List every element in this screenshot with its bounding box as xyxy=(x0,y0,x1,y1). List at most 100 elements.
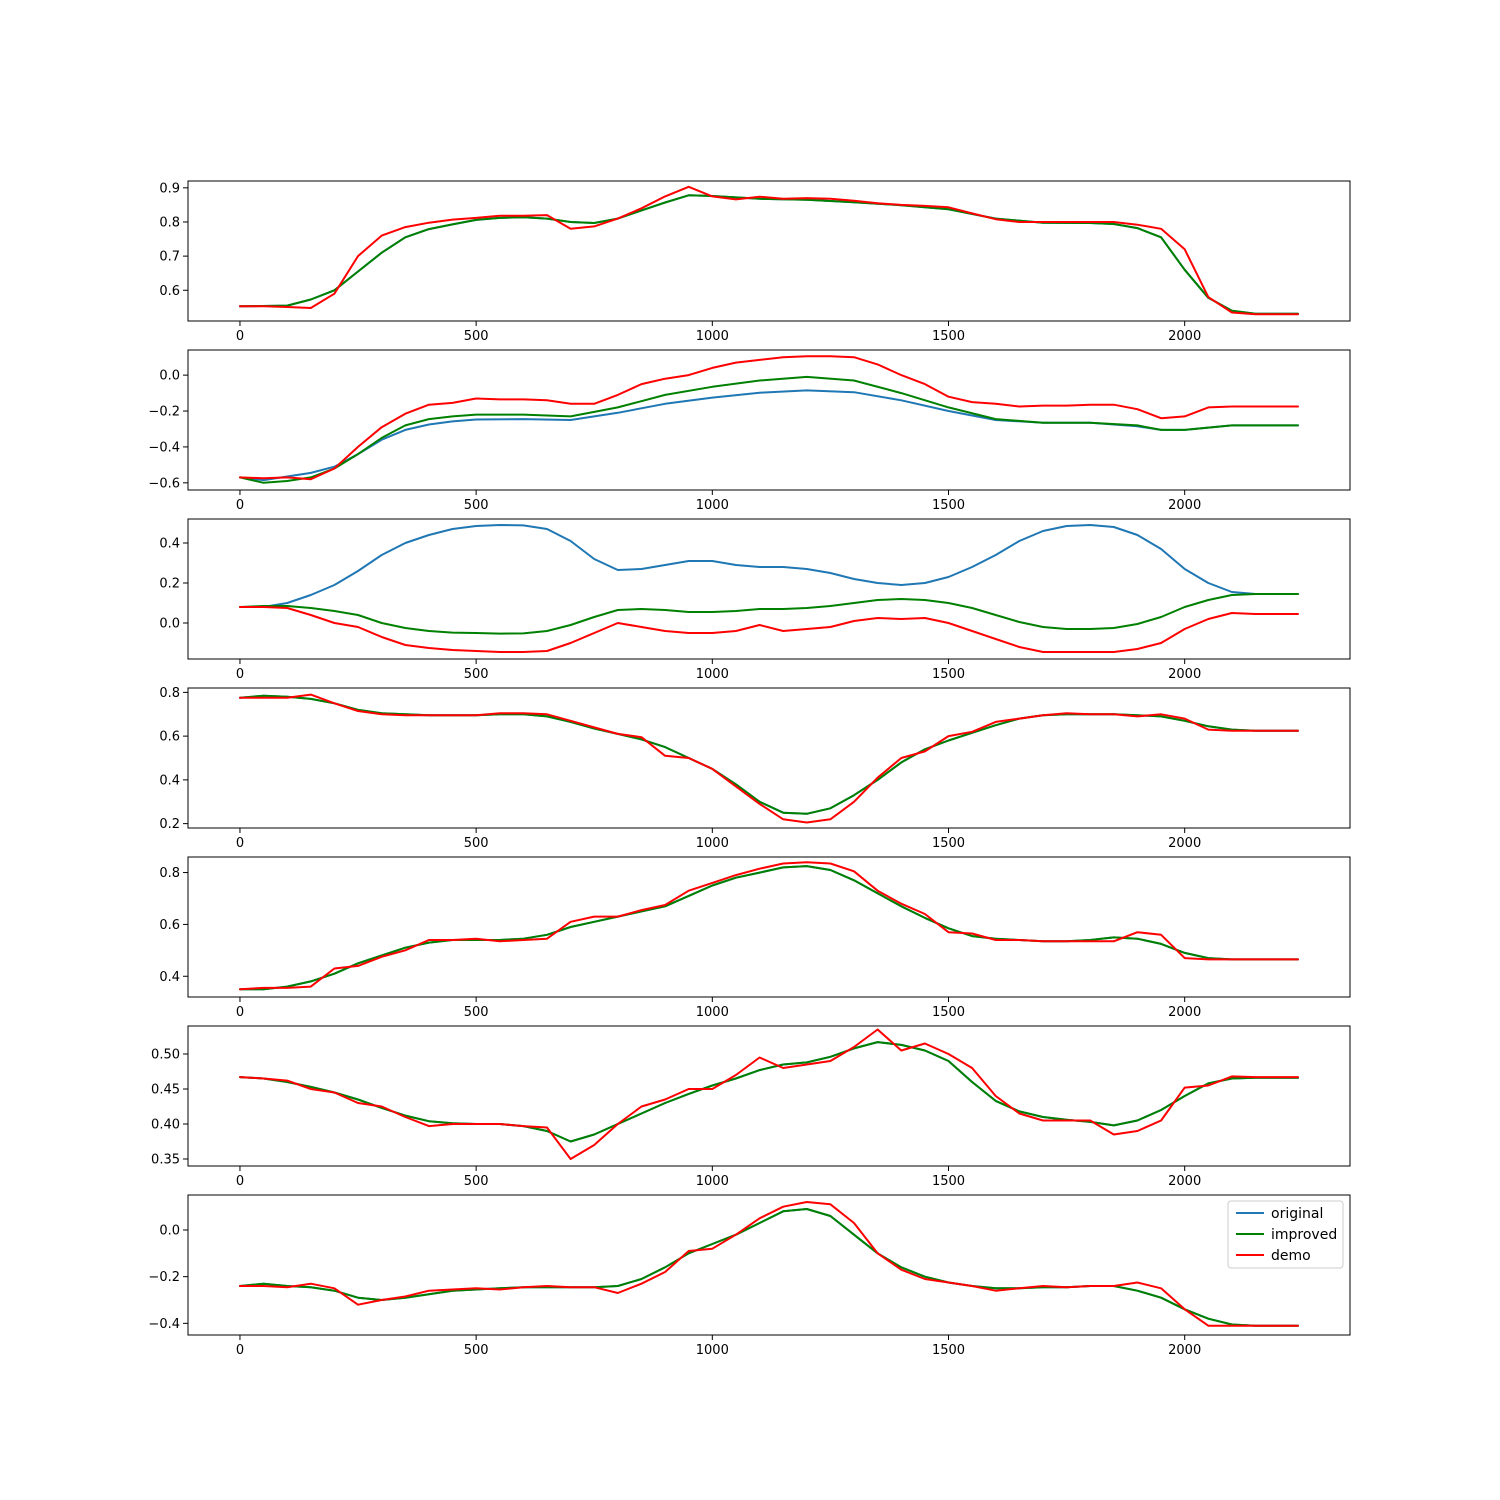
axes-frame xyxy=(187,518,1351,660)
series-group xyxy=(239,524,1299,653)
x-tick-label: 1000 xyxy=(696,498,729,513)
series-group xyxy=(239,355,1299,484)
series-demo-line xyxy=(239,355,1299,481)
x-tick-label: 1500 xyxy=(932,1005,965,1020)
x-tick-label: 2000 xyxy=(1168,836,1201,851)
axes-frame xyxy=(187,349,1351,491)
x-tick-label: 500 xyxy=(464,498,489,513)
x-tick-label: 1000 xyxy=(696,329,729,344)
series-demo-line xyxy=(239,861,1299,991)
x-tick-label: 2000 xyxy=(1168,498,1201,513)
y-tick-label: 0.8 xyxy=(159,215,180,230)
y-tick-label: −0.4 xyxy=(148,440,180,455)
y-tick-label: 0.6 xyxy=(159,918,180,933)
series-original-line xyxy=(239,524,1299,608)
legend-label-demo: demo xyxy=(1271,1248,1311,1264)
x-tick-label: 1500 xyxy=(932,498,965,513)
axes-frame xyxy=(187,856,1351,998)
y-tick-label: 0.6 xyxy=(159,730,180,745)
y-tick-label: 0.4 xyxy=(159,773,180,788)
series-group xyxy=(239,693,1299,824)
y-tick-label: 0.0 xyxy=(159,369,180,384)
y-tick-label: 0.45 xyxy=(151,1083,180,1098)
x-tick-label: 1000 xyxy=(696,1174,729,1189)
x-tick-label: 2000 xyxy=(1168,329,1201,344)
y-tick-label: 0.0 xyxy=(159,617,180,632)
axes-frame xyxy=(187,180,1351,322)
series-demo-line xyxy=(239,693,1299,824)
subplot-4: 0 500 1000 1500 2000 0.2 0.4 0.6 0.8 xyxy=(159,686,1351,851)
y-tick-label: 0.35 xyxy=(151,1153,180,1168)
x-tick-label: 1500 xyxy=(932,836,965,851)
subplot-1: 0 500 1000 1500 2000 0.6 0.7 0.8 0.9 xyxy=(159,180,1351,344)
y-tick-label: 0.50 xyxy=(151,1048,180,1063)
legend-box xyxy=(1227,1200,1344,1269)
x-tick-label: 2000 xyxy=(1168,1343,1201,1358)
series-demo-line xyxy=(239,1028,1299,1160)
x-tick-label: 1500 xyxy=(932,1343,965,1358)
axes-frame xyxy=(187,1194,1351,1336)
series-group xyxy=(239,861,1299,991)
series-group xyxy=(239,1201,1299,1327)
axes-frame xyxy=(187,687,1351,829)
legend-label-improved: improved xyxy=(1271,1227,1337,1243)
subplot-6: 0 500 1000 1500 2000 0.35 0.40 0.45 0.50 xyxy=(151,1025,1351,1189)
series-improved-line xyxy=(239,593,1299,635)
subplots: 0 500 1000 1500 2000 0.6 0.7 0.8 0.9 0 500 1000 1500… xyxy=(148,180,1351,1358)
y-tick-label: −0.2 xyxy=(148,405,180,420)
x-tick-label: 0 xyxy=(236,329,244,344)
series-demo-line xyxy=(239,1201,1299,1327)
y-tick-label: 0.6 xyxy=(159,284,180,299)
series-group xyxy=(239,185,1299,316)
series-group xyxy=(239,1028,1299,1160)
x-tick-label: 2000 xyxy=(1168,667,1201,682)
x-tick-label: 2000 xyxy=(1168,1174,1201,1189)
subplot-7: 0 500 1000 1500 2000 −0.4 −0.2 0.0 xyxy=(148,1194,1351,1358)
x-tick-label: 500 xyxy=(464,836,489,851)
subplot-5: 0 500 1000 1500 2000 0.4 0.6 0.8 xyxy=(159,856,1351,1020)
y-tick-label: 0.4 xyxy=(159,970,180,985)
y-tick-label: 0.0 xyxy=(159,1224,180,1239)
series-demo-line xyxy=(239,185,1299,316)
series-improved-line xyxy=(239,1041,1299,1143)
series-improved-line xyxy=(239,375,1299,484)
x-tick-label: 1500 xyxy=(932,667,965,682)
series-improved-line xyxy=(239,194,1299,315)
x-tick-label: 0 xyxy=(236,498,244,513)
x-tick-label: 1500 xyxy=(932,329,965,344)
x-tick-label: 500 xyxy=(464,1174,489,1189)
y-tick-label: 0.9 xyxy=(159,181,180,196)
y-tick-label: 0.40 xyxy=(151,1118,180,1133)
x-tick-label: 500 xyxy=(464,1005,489,1020)
y-tick-label: 0.7 xyxy=(159,250,180,265)
legend: original improved demo xyxy=(1227,1200,1344,1269)
y-tick-label: −0.6 xyxy=(148,476,180,491)
subplot-2: 0 500 1000 1500 2000 −0.6 −0.4 −0.2 0.0 xyxy=(148,349,1351,513)
x-tick-label: 500 xyxy=(464,1343,489,1358)
x-tick-label: 1000 xyxy=(696,1343,729,1358)
y-tick-label: 0.8 xyxy=(159,686,180,701)
y-tick-label: 0.2 xyxy=(159,577,180,592)
axes-frame xyxy=(187,1025,1351,1167)
subplot-3: 0 500 1000 1500 2000 0.0 0.2 0.4 xyxy=(159,518,1351,682)
x-tick-label: 1500 xyxy=(932,1174,965,1189)
x-tick-label: 0 xyxy=(236,1343,244,1358)
x-tick-label: 0 xyxy=(236,667,244,682)
legend-label-original: original xyxy=(1271,1206,1323,1222)
x-tick-label: 1000 xyxy=(696,836,729,851)
x-tick-label: 500 xyxy=(464,667,489,682)
x-tick-label: 1000 xyxy=(696,1005,729,1020)
x-tick-label: 0 xyxy=(236,1174,244,1189)
x-tick-label: 0 xyxy=(236,1005,244,1020)
x-tick-label: 2000 xyxy=(1168,1005,1201,1020)
y-tick-label: 0.8 xyxy=(159,866,180,881)
y-tick-label: −0.4 xyxy=(148,1317,180,1332)
series-demo-line xyxy=(239,606,1299,653)
x-tick-label: 1000 xyxy=(696,667,729,682)
y-tick-label: 0.2 xyxy=(159,817,180,832)
x-tick-label: 0 xyxy=(236,836,244,851)
y-tick-label: 0.4 xyxy=(159,537,180,552)
y-tick-label: −0.2 xyxy=(148,1270,180,1285)
